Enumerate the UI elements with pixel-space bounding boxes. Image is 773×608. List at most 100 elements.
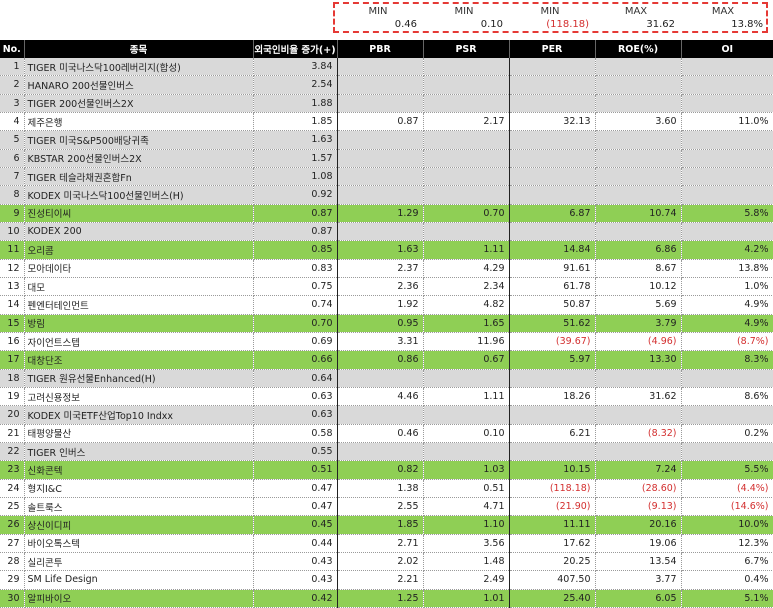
cell-name: 실리콘투 (24, 552, 254, 572)
cell-roe: 6.05 (595, 589, 682, 608)
cell-foreign-ratio: 0.43 (253, 552, 338, 572)
table-row[interactable]: 1 TIGER 미국나스닥100레버리지(합성) 3.84 (0, 58, 773, 77)
table-row[interactable]: 19 고려신용정보 0.63 4.46 1.11 18.26 31.62 8.6% (0, 387, 773, 407)
table-row[interactable]: 25 솔트룩스 0.47 2.55 4.71 (21.90) (9.13) (14.6%) (0, 497, 773, 517)
table-row[interactable]: 3 TIGER 200선물인버스2X 1.88 (0, 94, 773, 113)
cell-roe (595, 58, 682, 77)
header-roe[interactable]: ROE(%) (595, 40, 682, 58)
table-row[interactable]: 12 모아데이타 0.83 2.37 4.29 91.61 8.67 13.8% (0, 259, 773, 278)
cell-psr: 1.65 (423, 314, 510, 333)
summary-col-5: MAX 13.8% (679, 4, 767, 31)
cell-psr (423, 369, 510, 388)
cell-psr: 1.48 (423, 552, 510, 572)
cell-foreign-ratio: 0.87 (253, 222, 338, 242)
cell-pbr: 0.46 (337, 424, 424, 443)
table-row[interactable]: 5 TIGER 미국S&P500배당귀족 1.63 (0, 130, 773, 150)
cell-psr (423, 75, 510, 95)
table-row[interactable]: 26 상신이디피 0.45 1.85 1.10 11.11 20.16 10.0% (0, 515, 773, 535)
stock-table: No. 종목 외국인비율 증가(+) PBR PSR PER ROE(%) OI… (0, 40, 773, 608)
cell-roe: (8.32) (595, 424, 682, 443)
cell-psr: 2.49 (423, 570, 510, 590)
cell-oi: 4.9% (681, 314, 773, 333)
cell-no: 19 (0, 387, 25, 407)
table-row[interactable]: 30 알피바이오 0.42 1.25 1.01 25.40 6.05 5.1% (0, 589, 773, 608)
cell-roe (595, 94, 682, 113)
cell-foreign-ratio: 0.47 (253, 479, 338, 498)
cell-name: 진성티이씨 (24, 204, 254, 223)
cell-no: 6 (0, 149, 25, 168)
table-row[interactable]: 23 신화콘텍 0.51 0.82 1.03 10.15 7.24 5.5% (0, 460, 773, 480)
cell-oi: 10.0% (681, 515, 773, 535)
header-per[interactable]: PER (509, 40, 596, 58)
cell-oi (681, 94, 773, 113)
table-row[interactable]: 18 TIGER 원유선물Enhanced(H) 0.64 (0, 369, 773, 388)
cell-pbr: 2.02 (337, 552, 424, 572)
cell-no: 16 (0, 332, 25, 352)
cell-per: 61.78 (509, 277, 596, 297)
cell-name: TIGER 인버스 (24, 442, 254, 462)
cell-per (509, 222, 596, 242)
table-row[interactable]: 17 대창단조 0.66 0.86 0.67 5.97 13.30 8.3% (0, 350, 773, 370)
cell-oi: 12.3% (681, 534, 773, 553)
cell-foreign-ratio: 0.55 (253, 442, 338, 462)
table-row[interactable]: 22 TIGER 인버스 0.55 (0, 442, 773, 462)
cell-pbr (337, 222, 424, 242)
table-row[interactable]: 6 KBSTAR 200선물인버스2X 1.57 (0, 149, 773, 168)
table-row[interactable]: 29 SM Life Design 0.43 2.21 2.49 407.50 3.77 0.… (0, 570, 773, 590)
table-row[interactable]: 20 KODEX 미국ETF산업Top10 Indxx 0.63 (0, 405, 773, 425)
cell-pbr: 2.36 (337, 277, 424, 297)
cell-oi: 8.6% (681, 387, 773, 407)
cell-psr (423, 58, 510, 77)
cell-foreign-ratio: 3.84 (253, 58, 338, 77)
cell-no: 17 (0, 350, 25, 370)
cell-per (509, 130, 596, 150)
cell-pbr (337, 58, 424, 77)
cell-pbr (337, 185, 424, 205)
cell-name: 신화콘텍 (24, 460, 254, 480)
table-row[interactable]: 11 오리콤 0.85 1.63 1.11 14.84 6.86 4.2% (0, 240, 773, 260)
cell-psr: 4.82 (423, 295, 510, 315)
summary-col-2: MIN 0.10 (421, 4, 507, 31)
table-row[interactable]: 8 KODEX 미국나스닥100선물인버스(H) 0.92 (0, 185, 773, 205)
cell-psr (423, 149, 510, 168)
cell-per: 5.97 (509, 350, 596, 370)
cell-no: 24 (0, 479, 25, 498)
table-row[interactable]: 4 제주은행 1.85 0.87 2.17 32.13 3.60 11.0% (0, 112, 773, 132)
summary-label: MIN (454, 6, 474, 17)
header-foreign-ratio[interactable]: 외국인비율 증가(+) (253, 40, 338, 58)
cell-no: 10 (0, 222, 25, 242)
table-row[interactable]: 15 방림 0.70 0.95 1.65 51.62 3.79 4.9% (0, 314, 773, 333)
cell-per (509, 75, 596, 95)
cell-per: 91.61 (509, 259, 596, 278)
table-row[interactable]: 24 형지I&C 0.47 1.38 0.51 (118.18) (28.60) (4.4%) (0, 479, 773, 498)
cell-name: TIGER 테슬라채권혼합Fn (24, 167, 254, 187)
cell-per: 407.50 (509, 570, 596, 590)
cell-pbr: 4.46 (337, 387, 424, 407)
header-no[interactable]: No. (0, 40, 25, 58)
header-oi[interactable]: OI (681, 40, 773, 58)
table-row[interactable]: 28 실리콘투 0.43 2.02 1.48 20.25 13.54 6.7% (0, 552, 773, 572)
cell-per (509, 405, 596, 425)
table-row[interactable]: 13 대모 0.75 2.36 2.34 61.78 10.12 1.0% (0, 277, 773, 297)
cell-no: 28 (0, 552, 25, 572)
table-row[interactable]: 27 바이오톡스텍 0.44 2.71 3.56 17.62 19.06 12.3% (0, 534, 773, 553)
table-row[interactable]: 2 HANARO 200선물인버스 2.54 (0, 75, 773, 95)
table-row[interactable]: 16 자이언트스텝 0.69 3.31 11.96 (39.67) (4.96) (8.7%) (0, 332, 773, 352)
table-row[interactable]: 10 KODEX 200 0.87 (0, 222, 773, 242)
cell-foreign-ratio: 0.66 (253, 350, 338, 370)
cell-oi (681, 149, 773, 168)
cell-oi: 5.1% (681, 589, 773, 608)
cell-no: 23 (0, 460, 25, 480)
cell-pbr (337, 130, 424, 150)
header-pbr[interactable]: PBR (337, 40, 424, 58)
header-psr[interactable]: PSR (423, 40, 510, 58)
cell-pbr (337, 442, 424, 462)
header-name[interactable]: 종목 (24, 40, 254, 58)
summary-col-4: MAX 31.62 (593, 4, 679, 31)
table-row[interactable]: 21 태평양물산 0.58 0.46 0.10 6.21 (8.32) 0.2% (0, 424, 773, 443)
cell-name: 상신이디피 (24, 515, 254, 535)
table-row[interactable]: 7 TIGER 테슬라채권혼합Fn 1.08 (0, 167, 773, 187)
table-row[interactable]: 14 펜엔터테인먼트 0.74 1.92 4.82 50.87 5.69 4.9% (0, 295, 773, 315)
cell-per: 51.62 (509, 314, 596, 333)
table-row[interactable]: 9 진성티이씨 0.87 1.29 0.70 6.87 10.74 5.8% (0, 204, 773, 223)
